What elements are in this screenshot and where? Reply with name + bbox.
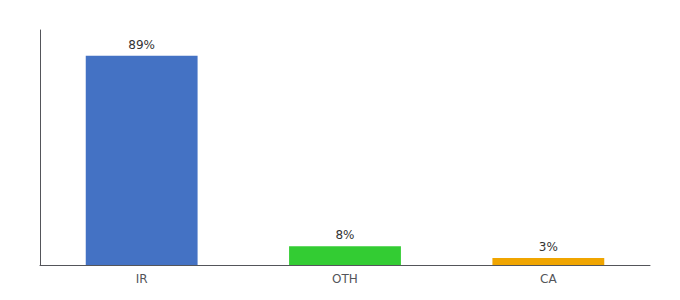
- svg-text:IR: IR: [136, 272, 148, 286]
- svg-text:CA: CA: [540, 272, 557, 286]
- svg-text:OTH: OTH: [332, 272, 358, 286]
- svg-text:89%: 89%: [128, 38, 155, 52]
- svg-text:3%: 3%: [539, 240, 558, 254]
- svg-text:8%: 8%: [335, 228, 354, 242]
